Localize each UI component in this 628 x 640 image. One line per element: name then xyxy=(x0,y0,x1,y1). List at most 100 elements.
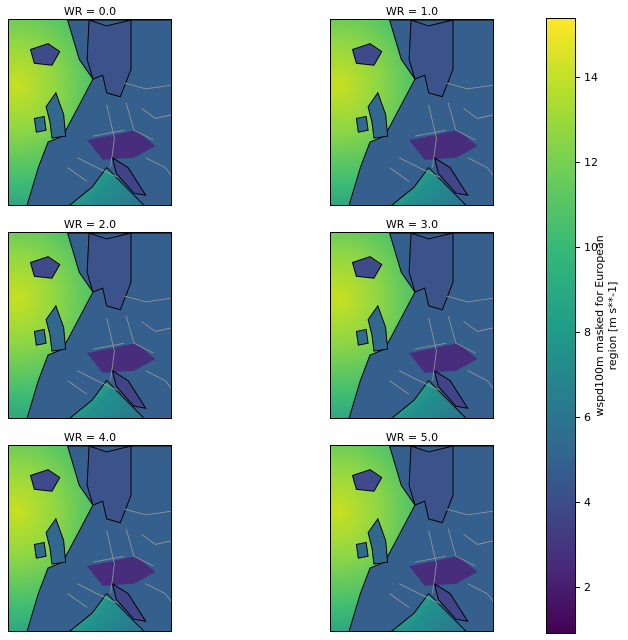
country-border xyxy=(77,583,119,604)
colorbar-label-line1: wspd100m masked for European xyxy=(593,235,606,417)
country-border xyxy=(67,593,88,608)
country-border xyxy=(446,508,493,516)
scandinavia xyxy=(86,233,132,311)
great-britain xyxy=(367,91,389,139)
colorbar-tick xyxy=(576,417,580,419)
country-border xyxy=(92,342,125,350)
country-border xyxy=(428,530,437,594)
great-britain xyxy=(367,517,389,565)
colorbar-tick-label: 12 xyxy=(584,156,598,170)
map-panel xyxy=(8,232,172,419)
country-border xyxy=(124,82,171,90)
continental-land xyxy=(26,446,171,631)
colorbar-label: wspd100m masked for European region [m s… xyxy=(593,235,619,416)
italy xyxy=(433,369,469,409)
italy xyxy=(111,582,147,622)
country-border xyxy=(447,315,476,354)
colorbar-tick-label: 10 xyxy=(584,241,598,255)
panel-title: WR = 4.0 xyxy=(63,431,117,444)
alps-region xyxy=(87,343,156,373)
map-panel xyxy=(330,232,494,419)
country-border xyxy=(467,370,493,389)
country-border xyxy=(414,129,447,137)
scandinavia xyxy=(408,20,454,98)
alps-region xyxy=(409,556,478,586)
map-panel xyxy=(330,19,494,206)
country-border xyxy=(141,108,171,119)
country-border xyxy=(467,583,493,602)
country-border xyxy=(389,380,410,395)
colorbar-tick xyxy=(576,587,580,589)
colorbar-tick-label: 8 xyxy=(584,326,591,340)
country-border xyxy=(463,321,493,332)
italy xyxy=(111,369,147,409)
country-border xyxy=(428,317,437,381)
colorbar-label-line2: region [m s**-1] xyxy=(606,281,619,371)
panel-title: WR = 1.0 xyxy=(385,5,439,18)
country-border xyxy=(447,102,476,141)
country-border xyxy=(141,321,171,332)
iceland xyxy=(351,256,383,279)
panel-title: WR = 5.0 xyxy=(385,431,439,444)
panel-title: WR = 2.0 xyxy=(63,218,117,231)
colorbar-tick-label: 2 xyxy=(584,581,591,595)
country-border xyxy=(92,129,125,137)
country-border xyxy=(447,528,476,567)
great-britain xyxy=(45,517,67,565)
country-border xyxy=(141,534,171,545)
country-border xyxy=(67,167,88,182)
country-border xyxy=(106,530,115,594)
iceland xyxy=(29,469,61,492)
country-border xyxy=(77,370,119,391)
italy xyxy=(433,156,469,196)
colorbar-tick-label: 6 xyxy=(584,411,591,425)
country-border xyxy=(106,317,115,381)
ireland xyxy=(33,328,47,346)
great-britain xyxy=(45,304,67,352)
country-border xyxy=(446,295,493,303)
ireland xyxy=(355,115,369,133)
colorbar-tick xyxy=(576,247,580,249)
continental-land xyxy=(26,233,171,418)
country-border xyxy=(463,534,493,545)
country-border xyxy=(399,583,441,604)
alps-region xyxy=(87,556,156,586)
country-border xyxy=(446,82,493,90)
country-border xyxy=(467,157,493,176)
colorbar-tick xyxy=(576,502,580,504)
great-britain xyxy=(367,304,389,352)
country-border xyxy=(428,104,437,168)
country-border xyxy=(389,167,410,182)
great-britain xyxy=(45,91,67,139)
country-border xyxy=(106,104,115,168)
country-border xyxy=(125,528,154,567)
country-border xyxy=(77,157,119,178)
continental-land xyxy=(348,233,493,418)
scandinavia xyxy=(86,446,132,524)
country-border xyxy=(125,315,154,354)
country-border xyxy=(124,508,171,516)
country-border xyxy=(92,555,125,563)
map-panel xyxy=(330,445,494,632)
colorbar-tick xyxy=(576,77,580,79)
italy xyxy=(433,582,469,622)
alps-region xyxy=(87,130,156,160)
alps-region xyxy=(409,343,478,373)
panel-title: WR = 3.0 xyxy=(385,218,439,231)
colorbar-tick-label: 4 xyxy=(584,496,591,510)
scandinavia xyxy=(408,233,454,311)
colorbar xyxy=(546,18,576,634)
country-border xyxy=(463,108,493,119)
continental-land xyxy=(26,20,171,205)
colorbar-tick xyxy=(576,162,580,164)
alps-region xyxy=(409,130,478,160)
scandinavia xyxy=(86,20,132,98)
scandinavia xyxy=(408,446,454,524)
ireland xyxy=(355,541,369,559)
iceland xyxy=(351,43,383,66)
country-border xyxy=(389,593,410,608)
map-panel xyxy=(8,445,172,632)
country-border xyxy=(145,370,171,389)
country-border xyxy=(125,102,154,141)
country-border xyxy=(414,555,447,563)
